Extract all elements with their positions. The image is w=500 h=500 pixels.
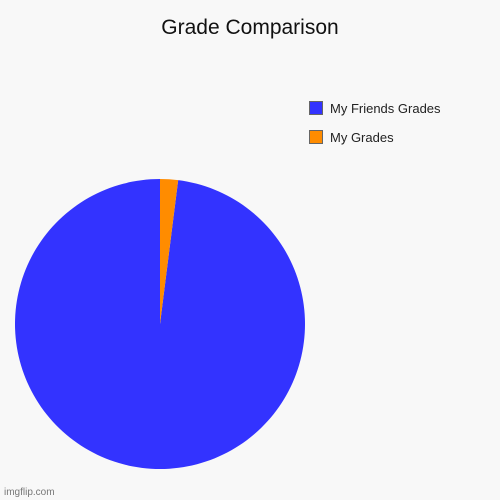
legend-swatch-my-grades — [309, 130, 323, 144]
watermark: imgflip.com — [4, 487, 55, 498]
legend-item-my-grades: My Grades — [309, 127, 441, 147]
pie-slice-my-grades — [160, 179, 179, 324]
pie-slice-my-friends-grades — [14, 179, 305, 469]
legend-label: My Grades — [330, 129, 394, 145]
legend-swatch-my-friends-grades — [309, 101, 323, 115]
legend: My Friends Grades My Grades — [309, 98, 441, 156]
chart-title: Grade Comparison — [161, 16, 339, 39]
legend-item-my-friends-grades: My Friends Grades — [309, 98, 441, 118]
legend-label: My Friends Grades — [330, 100, 441, 116]
